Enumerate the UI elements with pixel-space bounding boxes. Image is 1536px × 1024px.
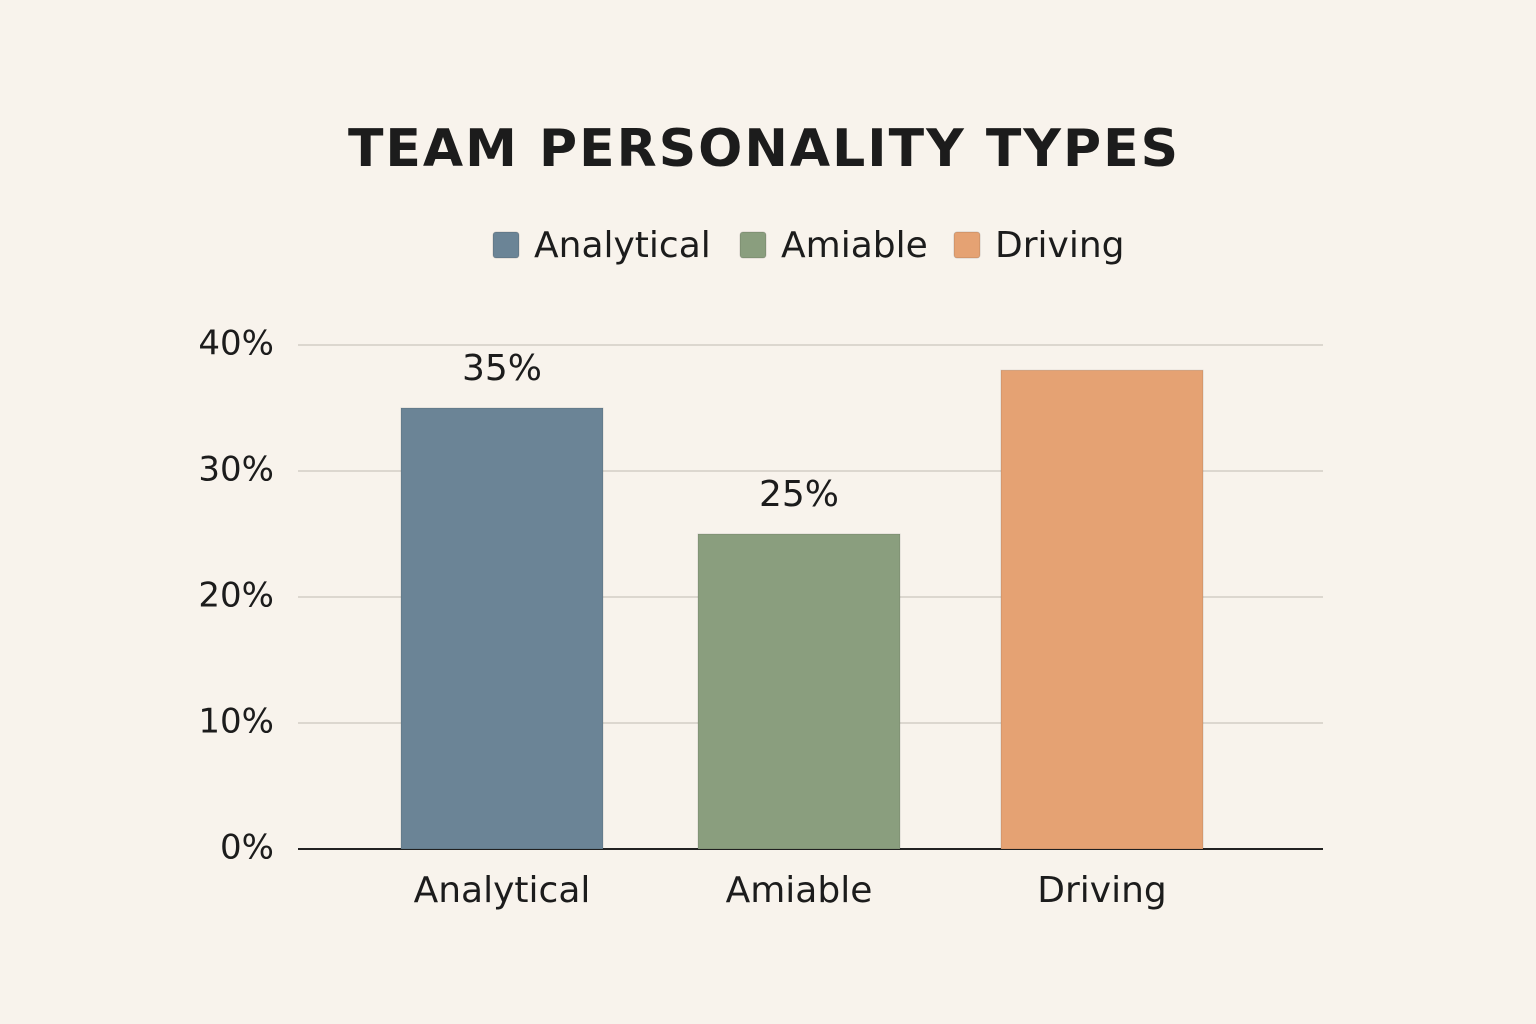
legend-label: Analytical [534,225,711,266]
y-tick-label: 10% [198,702,274,742]
x-tick-label: Amiable [726,870,873,911]
x-tick-label: Driving [1037,870,1167,911]
legend-swatch [492,231,520,259]
legend-swatch [953,231,981,259]
legend-label: Amiable [781,225,928,266]
chart-title: TEAM PERSONALITY TYPES [348,119,1180,179]
y-tick-label: 40% [198,324,274,364]
bar [400,407,604,850]
y-tick-label: 0% [220,828,274,868]
legend-label: Driving [995,225,1125,266]
bar [697,533,901,850]
data-label: 25% [759,474,839,515]
y-tick-label: 30% [198,450,274,490]
bar [1000,369,1204,850]
legend-swatch [739,231,767,259]
y-tick-label: 20% [198,576,274,616]
data-label: 35% [462,348,542,389]
x-tick-label: Analytical [414,870,591,911]
